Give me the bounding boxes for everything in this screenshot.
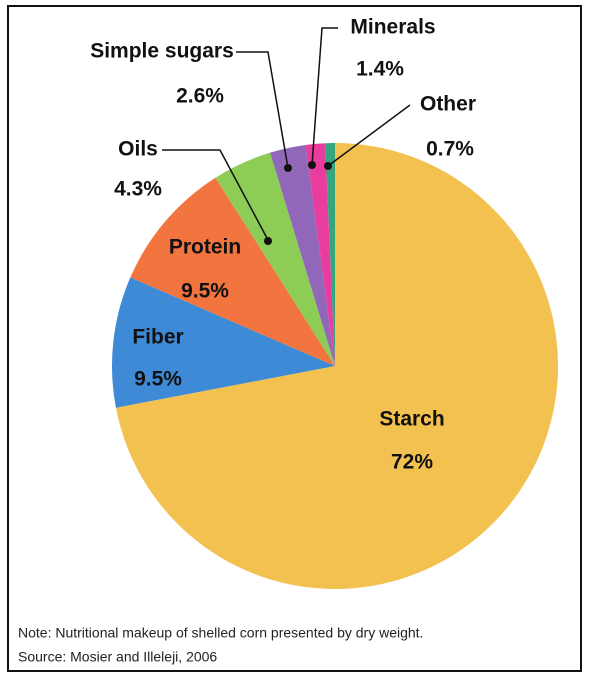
pie-slice	[130, 177, 335, 366]
pie-slice	[325, 143, 335, 366]
value-label: 1.4%	[356, 58, 404, 81]
category-label: Oils	[118, 138, 158, 161]
leader-dot	[264, 237, 272, 245]
category-label: Starch	[379, 408, 444, 431]
pie-slice	[270, 144, 335, 366]
value-label: 2.6%	[176, 85, 224, 108]
category-label: Fiber	[132, 326, 183, 349]
value-label: 0.7%	[426, 138, 474, 161]
category-label: Minerals	[350, 16, 435, 39]
value-label: 4.3%	[114, 178, 162, 201]
pie-slice	[215, 152, 335, 366]
leader-dot	[308, 161, 316, 169]
leader-lines	[162, 27, 411, 241]
note: Note: Nutritional makeup of shelled corn…	[18, 625, 423, 641]
pie-slice	[305, 143, 335, 366]
category-label: Other	[420, 93, 476, 116]
leader-dot	[324, 162, 332, 170]
value-label: 72%	[391, 451, 433, 474]
value-label: 9.5%	[181, 280, 229, 303]
leader-dot	[284, 164, 292, 172]
pie	[112, 143, 558, 589]
category-label: Protein	[169, 236, 241, 259]
source: Source: Mosier and Illeleji, 2006	[18, 649, 217, 665]
pie-slice	[115, 143, 558, 589]
leader-line	[236, 51, 289, 169]
leader-line	[162, 149, 269, 241]
leader-dots	[264, 161, 332, 245]
category-label: Simple sugars	[90, 40, 234, 63]
value-label: 9.5%	[134, 368, 182, 391]
leader-line	[327, 104, 411, 167]
pie-slice	[112, 277, 335, 408]
leader-line	[311, 27, 338, 166]
